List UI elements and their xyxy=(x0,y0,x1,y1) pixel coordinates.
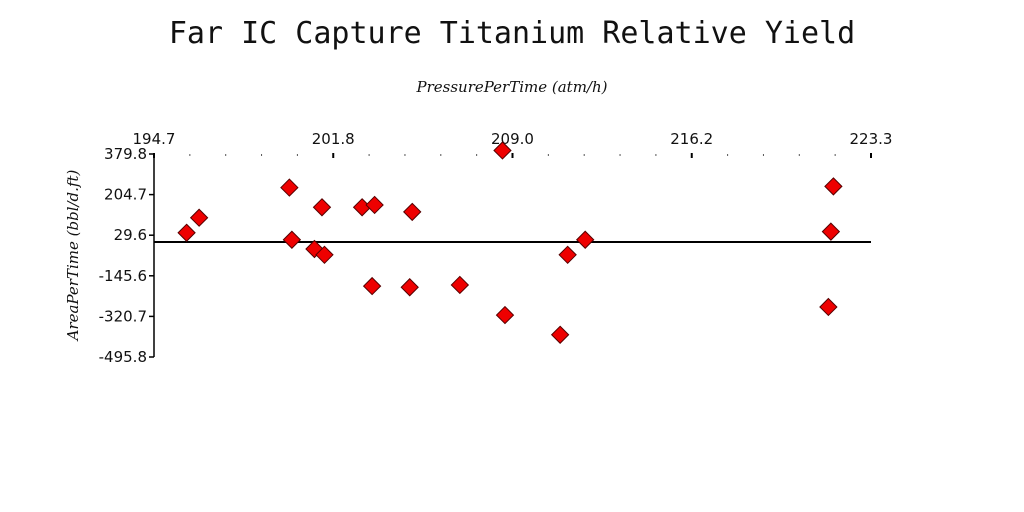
data-point xyxy=(365,195,384,215)
y-tick-label: -145.6 xyxy=(99,267,147,285)
x-tick-label: 209.0 xyxy=(491,130,534,148)
data-point xyxy=(824,177,843,196)
x-tick-label: 223.3 xyxy=(850,130,893,148)
data-point xyxy=(493,141,512,160)
data-point xyxy=(403,202,422,222)
y-tick-label: 379.8 xyxy=(104,145,147,163)
data-point xyxy=(312,198,332,217)
data-point xyxy=(189,208,209,227)
x-tick-label: 194.7 xyxy=(133,130,176,148)
data-point xyxy=(821,222,841,241)
data-point xyxy=(558,245,577,265)
y-tick-label: 204.7 xyxy=(104,186,147,204)
x-tick-label: 216.2 xyxy=(670,130,713,148)
data-points xyxy=(177,141,843,344)
data-point xyxy=(575,230,595,249)
data-point xyxy=(280,178,299,197)
data-point xyxy=(450,275,470,295)
ticks: 194.7 201.8 209.0 216.2 223.3 379.8 204.7 29.6 -… xyxy=(99,130,893,366)
y-tick-label: -320.7 xyxy=(99,307,147,325)
axes xyxy=(153,154,871,357)
chart-title: Far IC Capture Titanium Relative Yield xyxy=(169,16,855,51)
data-point xyxy=(315,245,334,265)
y-tick-label: -495.8 xyxy=(99,348,147,366)
data-point xyxy=(400,278,419,297)
y-tick-label: 29.6 xyxy=(114,226,147,244)
data-point xyxy=(495,305,515,325)
data-point xyxy=(550,325,570,344)
x-tick-label: 201.8 xyxy=(312,130,355,148)
x-axis-label: PressurePerTime (atm/h) xyxy=(416,78,608,96)
data-point xyxy=(819,297,838,317)
data-point xyxy=(362,276,382,296)
data-point xyxy=(177,223,196,242)
data-point xyxy=(282,230,302,249)
y-axis-label: AreaPerTime (bbl/d.ft) xyxy=(64,170,82,343)
